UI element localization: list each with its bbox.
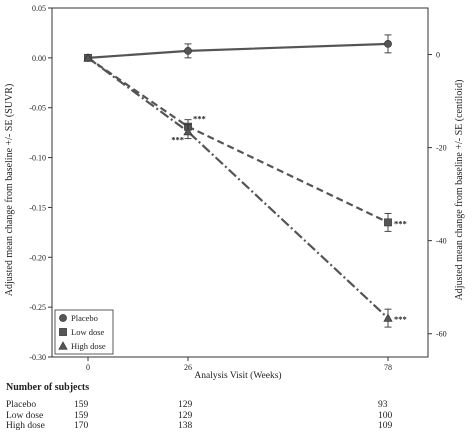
y2-tick-label: 0	[436, 51, 440, 60]
table-row: High dose 170 138 109	[6, 421, 468, 432]
legend-marker	[59, 328, 67, 336]
table-row: Placebo 159 129 93	[6, 400, 468, 411]
legend-marker	[59, 314, 67, 322]
data-point	[383, 313, 393, 322]
legend: Placebo Low dose High dose	[54, 309, 114, 355]
x-tick-label: 26	[184, 363, 192, 372]
count-cell: 109	[378, 421, 393, 431]
x-axis: 0 26 78	[86, 357, 392, 372]
significance-label: ***	[193, 114, 206, 124]
series-low-dose: *** ***	[84, 53, 407, 232]
subjects-table-title: Number of subjects	[6, 382, 90, 393]
y2-tick-label: -40	[436, 237, 447, 246]
y2-axis-label: Adjusted mean change from baseline +/- S…	[454, 80, 465, 301]
y-axis-label: Adjusted mean change from baseline +/- S…	[4, 84, 15, 297]
data-point	[183, 126, 193, 136]
plot-frame	[51, 7, 429, 358]
y-tick-label: -0.30	[29, 353, 46, 362]
significance-label: ***	[394, 218, 407, 228]
count-cell: 129	[178, 410, 193, 421]
count-cell: 93	[378, 400, 388, 410]
subjects-table: Number of subjects Placebo 159 129 93 Lo…	[6, 382, 468, 432]
series-line	[87, 56, 389, 319]
series-placebo	[84, 34, 392, 62]
legend-label: Low dose	[71, 327, 105, 337]
plot-border	[51, 7, 429, 358]
y-tick-label: 0.00	[32, 54, 46, 63]
y2-tick-label: -20	[436, 144, 447, 153]
row-label: Placebo	[6, 400, 37, 410]
y-tick-label: -0.25	[29, 303, 46, 312]
legend-marker	[58, 341, 68, 350]
data-point	[184, 46, 192, 55]
y-axis-left: 0.05 0.00 -0.05 -0.10 -0.15 -0.20 -0.25 -0.30	[29, 4, 52, 362]
table-row: Low dose 159 129 100	[6, 411, 468, 422]
data-point	[384, 39, 392, 48]
data-point	[83, 53, 93, 62]
x-tick-label: 78	[384, 363, 392, 372]
y-tick-label: 0.05	[32, 4, 46, 13]
y-tick-label: -0.20	[29, 253, 46, 262]
legend-label: Placebo	[71, 313, 98, 323]
y-tick-label: -0.05	[29, 104, 46, 113]
x-axis-label: Analysis Visit (Weeks)	[194, 370, 281, 380]
y-axis-right: 0 -20 -40 -60	[428, 51, 447, 339]
chart: 0.05 0.00 -0.05 -0.10 -0.15 -0.20 -0.25 -0.30 0…	[4, 4, 465, 380]
count-cell: 129	[178, 400, 193, 410]
x-tick-label: 0	[86, 363, 90, 372]
y2-tick-label: -60	[436, 330, 447, 339]
series-high-dose: *** ***	[83, 53, 407, 328]
count-cell: 100	[378, 410, 393, 421]
row-label: Low dose	[6, 410, 44, 421]
series-line	[87, 42, 389, 59]
data-point	[384, 218, 392, 227]
count-cell: 159	[74, 400, 89, 410]
y-tick-label: -0.10	[29, 154, 46, 163]
significance-label: ***	[394, 314, 407, 324]
count-cell: 159	[74, 410, 89, 421]
legend-label: High dose	[71, 341, 106, 351]
y-tick-label: -0.15	[29, 203, 46, 212]
count-cell: 138	[178, 421, 193, 431]
significance-label: ***	[171, 135, 184, 145]
series-line	[87, 56, 389, 224]
row-label: High dose	[6, 421, 45, 431]
count-cell: 170	[74, 421, 89, 431]
series-layer: *** *** *** ***	[83, 34, 407, 328]
